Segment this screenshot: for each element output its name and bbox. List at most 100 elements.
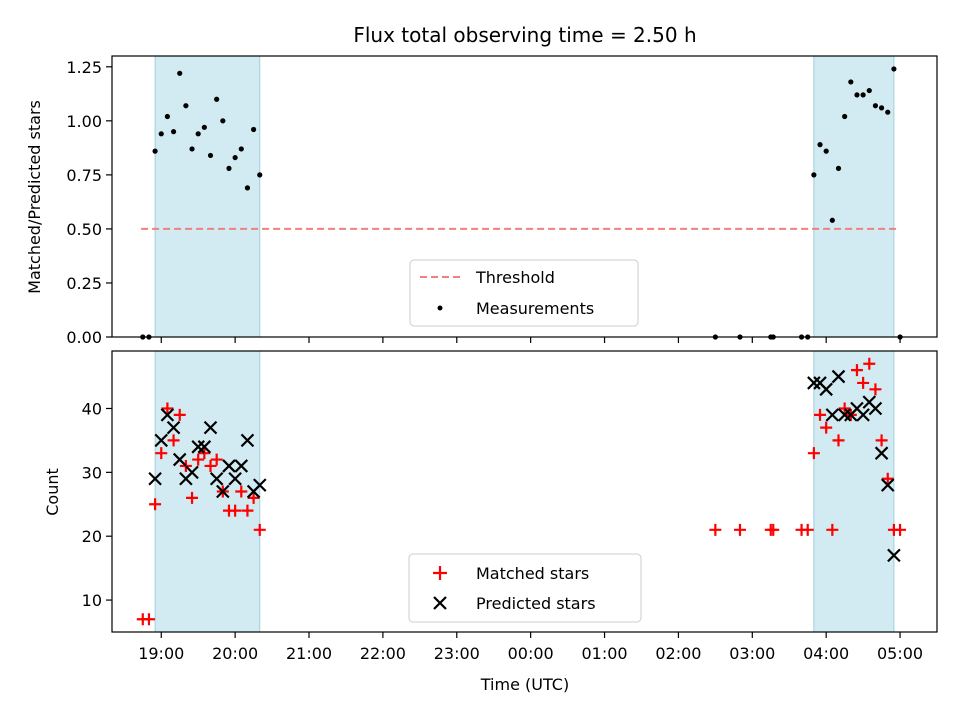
predicted-star-point [874, 446, 889, 460]
x-tick-label: 20:00 [212, 644, 258, 663]
predicted-star-point [819, 382, 833, 397]
x-tick-label: 00:00 [508, 644, 554, 663]
matched-star-point [869, 383, 882, 396]
measurement-point [854, 92, 860, 98]
measurement-point [823, 148, 829, 154]
matched-star-point [875, 434, 888, 447]
predicted-star-point [197, 440, 212, 454]
predicted-star-point [166, 420, 181, 435]
matched-star-point [210, 453, 223, 466]
measurement-point [842, 113, 848, 120]
measurement-point [238, 146, 244, 152]
y-tick-label: 0.25 [66, 274, 102, 293]
matched-star-point [894, 523, 907, 536]
predicted-star-point [154, 433, 169, 448]
matched-star-point [204, 459, 217, 472]
predicted-star-point [868, 401, 883, 416]
top-panel: 0.00 0.25 0.50 0.75 1.00 1.25 Matched/Predict… [25, 55, 938, 347]
measurement-point [885, 109, 891, 115]
bottom-axes-frame [111, 350, 938, 633]
y-tick-label: 0.75 [66, 166, 102, 185]
matched-star-point [863, 357, 876, 370]
x-tick-label: 23:00 [434, 644, 480, 663]
matched-star-point [253, 523, 266, 536]
matched-star-point [850, 364, 863, 377]
bottom-y-axis-label: Count [43, 468, 62, 516]
measurement-point [220, 118, 226, 124]
x-tick-label: 21:00 [286, 644, 332, 663]
x-axis-label: Time (UTC) [480, 675, 569, 694]
matched-star-point [832, 434, 845, 447]
measurement-point [257, 172, 263, 178]
measurement-point [189, 146, 195, 152]
y-tick-label: 0.50 [66, 220, 102, 239]
predicted-star-point [209, 471, 224, 486]
measurement-point [164, 113, 171, 120]
matched-star-point [161, 402, 174, 415]
measurements-legend-swatch [437, 305, 443, 311]
measurement-points [140, 66, 903, 340]
predicted-star-point [880, 478, 895, 492]
matched-legend-swatch [433, 566, 447, 580]
y-tick-label: 30 [82, 463, 102, 482]
measurement-point [214, 96, 220, 102]
matched-star-point [198, 447, 211, 460]
x-tick-label: 19:00 [138, 644, 184, 663]
matched-star-point [229, 504, 242, 517]
measurement-point [244, 185, 251, 191]
matched-star-point [807, 447, 820, 460]
measurement-point [866, 87, 872, 94]
measurements-legend-label: Measurements [476, 299, 594, 318]
bottom-legend-box [408, 553, 642, 623]
x-tick-label: 04:00 [803, 644, 849, 663]
measurement-point [183, 103, 189, 109]
matched-star-point [820, 421, 833, 434]
y-tick-label: 10 [82, 591, 102, 610]
measurement-point [207, 152, 214, 159]
shaded-interval-0 [154, 55, 261, 338]
top-y-axis-label: Matched/Predicted stars [25, 100, 44, 294]
top-axes-frame [111, 55, 938, 338]
y-tick-label: 20 [82, 527, 102, 546]
x-tick-label: 03:00 [729, 644, 775, 663]
measurement-point [829, 217, 835, 223]
top-legend-box [409, 259, 639, 327]
matched-star-point [192, 453, 205, 466]
predicted-star-points [148, 369, 901, 563]
measurement-point [158, 131, 164, 137]
predicted-star-point [203, 420, 218, 435]
predicted-star-point [172, 452, 187, 467]
matched-star-point [733, 523, 746, 536]
measurement-point [817, 142, 823, 148]
predicted-star-point [887, 548, 901, 563]
y-tick-label: 40 [82, 399, 102, 418]
matched-star-point [826, 523, 839, 536]
measurement-point [170, 129, 177, 135]
matched-star-point [186, 491, 199, 504]
predicted-legend-label: Predicted stars [476, 594, 596, 613]
predicted-star-point [185, 465, 199, 480]
matched-star-point [709, 523, 722, 536]
matched-star-point [857, 376, 870, 389]
predicted-star-point [240, 433, 255, 448]
top-legend: Threshold Measurements [409, 259, 639, 327]
shaded-interval-1 [813, 55, 895, 338]
measurement-point [835, 165, 842, 171]
measurement-point [872, 103, 879, 109]
x-tick-label: 22:00 [360, 644, 406, 663]
measurement-point [860, 92, 866, 98]
x-tick-label: 01:00 [581, 644, 627, 663]
bottom-panel: 10 20 30 40 19:00 20:00 21:00 22:00 23:00 00:00 0… [43, 350, 938, 694]
matched-star-point [881, 472, 894, 485]
matched-star-point [814, 408, 827, 421]
measurement-point [232, 154, 238, 161]
predicted-star-point [148, 471, 162, 486]
x-tick-label: 02:00 [655, 644, 701, 663]
y-tick-label: 1.00 [66, 112, 102, 131]
predicted-star-point [160, 408, 175, 422]
matched-star-point [247, 491, 260, 504]
predicted-star-point [191, 440, 205, 454]
matched-star-point [235, 485, 248, 498]
predicted-star-point [222, 459, 236, 473]
